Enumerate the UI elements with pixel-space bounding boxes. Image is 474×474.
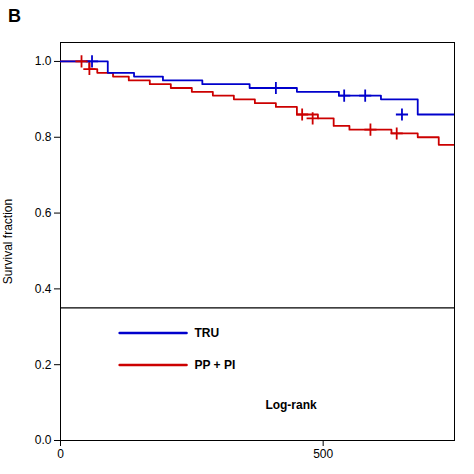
svg-text:Survival fraction: Survival fraction [1,199,15,284]
svg-text:0.8: 0.8 [35,130,52,144]
svg-text:0: 0 [57,447,64,461]
html-text:B: B [8,6,21,26]
svg-text:0.4: 0.4 [35,282,52,296]
svg-text:TRU: TRU [194,326,219,340]
svg-text:0.0: 0.0 [35,433,52,447]
svg-text:0.2: 0.2 [35,358,52,372]
svg-text:Log-rank: Log-rank [265,398,317,412]
svg-text:500: 500 [313,447,333,461]
svg-text:1.0: 1.0 [35,54,52,68]
svg-text:PP + PI: PP + PI [194,358,235,372]
svg-text:0.6: 0.6 [35,206,52,220]
